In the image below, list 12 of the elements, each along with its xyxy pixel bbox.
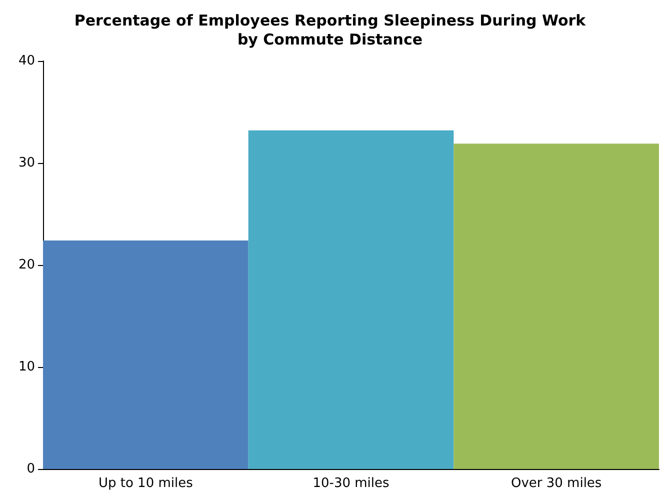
y-tick-label: 30 bbox=[18, 156, 35, 170]
bar bbox=[248, 130, 454, 469]
bar bbox=[43, 240, 248, 469]
y-tick-label: 0 bbox=[26, 462, 35, 476]
x-tick-label: Over 30 miles bbox=[510, 476, 602, 491]
x-tick-label: 10-30 miles bbox=[312, 476, 390, 491]
y-tick-label: 20 bbox=[18, 258, 35, 272]
x-tick-label: Up to 10 miles bbox=[98, 476, 194, 491]
y-tick-label: 40 bbox=[18, 54, 35, 68]
chart-title: Percentage of Employees Reporting Sleepiness During Work by Commute Distance bbox=[74, 12, 587, 48]
y-tick-label: 10 bbox=[18, 360, 35, 374]
bar bbox=[454, 144, 659, 469]
